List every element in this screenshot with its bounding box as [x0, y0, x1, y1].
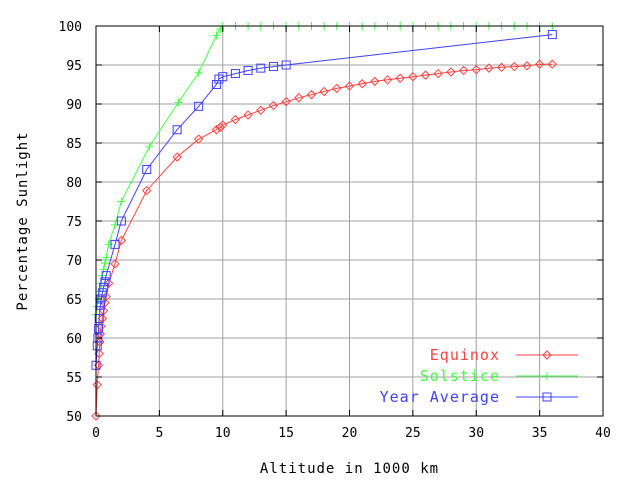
y-tick-label: 70	[66, 254, 82, 269]
data-point	[268, 100, 279, 111]
y-tick-label: 90	[66, 98, 82, 113]
data-point	[194, 101, 204, 111]
data-point	[211, 125, 222, 135]
data-point	[370, 76, 380, 87]
data-point	[116, 235, 127, 246]
x-tick-label: 10	[215, 426, 231, 441]
data-point	[94, 324, 104, 334]
data-point	[215, 122, 225, 133]
y-tick-label: 100	[59, 20, 82, 35]
data-point	[141, 185, 152, 196]
y-tick-label: 65	[66, 293, 82, 308]
data-point	[91, 411, 101, 421]
x-tick-label: 0	[92, 426, 100, 441]
y-tick-label: 75	[66, 215, 82, 230]
data-point	[230, 114, 241, 125]
legend: Equinox Solstice Year Average	[380, 346, 578, 406]
data-point	[243, 110, 253, 120]
x-tick-label: 5	[155, 426, 163, 441]
x-axis-label: Altitude in 1000 km	[260, 461, 439, 477]
y-tick-label: 55	[66, 371, 82, 386]
legend-marker	[543, 372, 551, 380]
data-point	[433, 68, 443, 79]
legend-marker	[542, 392, 552, 402]
legend-label: Year Average	[380, 388, 500, 406]
data-point	[212, 31, 221, 40]
data-point	[174, 98, 183, 107]
data-point	[420, 70, 431, 80]
data-point	[471, 64, 481, 75]
y-axis-label: Percentage Sunlight	[15, 131, 31, 310]
data-point	[110, 259, 120, 269]
data-point	[281, 96, 291, 107]
x-tick-label: 30	[468, 426, 484, 441]
data-point	[344, 81, 355, 91]
data-point	[319, 86, 329, 97]
x-tick-label: 40	[595, 426, 611, 441]
data-point	[281, 60, 291, 70]
data-point	[211, 80, 221, 89]
data-point	[193, 134, 204, 144]
y-tick-label: 50	[66, 410, 82, 425]
data-point	[218, 120, 228, 130]
data-point	[294, 93, 304, 103]
legend-label: Equinox	[430, 346, 500, 364]
ticks: 0 5 10 15 20 25 30 35 40 50 55 60 65 70 75 80 85 90 95 100	[59, 20, 611, 441]
data-point	[142, 165, 152, 175]
x-tick-label: 15	[278, 426, 294, 441]
data-point	[395, 73, 405, 83]
data-point	[99, 282, 109, 292]
data-point	[382, 75, 393, 85]
data-point	[408, 71, 418, 82]
data-point	[268, 62, 278, 72]
y-tick-label: 95	[66, 59, 82, 74]
data-point	[172, 152, 182, 162]
x-tick-label: 20	[342, 426, 358, 441]
data-point	[522, 61, 532, 71]
y-tick-label: 85	[66, 137, 82, 152]
data-point	[102, 253, 111, 262]
data-point	[446, 67, 456, 77]
data-point	[256, 105, 266, 115]
data-point	[243, 65, 253, 75]
data-point	[458, 65, 469, 76]
data-point	[172, 125, 182, 135]
legend-marker	[542, 350, 552, 360]
data-point	[95, 337, 105, 347]
data-point	[357, 79, 367, 89]
data-point	[100, 259, 109, 268]
data-point	[92, 380, 102, 390]
data-point	[306, 89, 317, 100]
data-point	[509, 61, 519, 72]
data-point	[332, 83, 342, 94]
data-point	[230, 69, 240, 79]
x-tick-label: 35	[532, 426, 548, 441]
data-point	[496, 62, 507, 73]
x-tick-label: 25	[405, 426, 421, 441]
data-point	[547, 30, 557, 40]
legend-label: Solstice	[420, 367, 500, 385]
data-point	[101, 271, 111, 281]
y-tick-label: 60	[66, 332, 82, 347]
data-point	[534, 59, 545, 69]
data-point	[145, 142, 154, 151]
data-point	[110, 239, 120, 249]
y-tick-label: 80	[66, 176, 82, 191]
series-line	[95, 34, 553, 366]
data-point	[117, 197, 126, 206]
data-point	[116, 216, 126, 226]
data-point	[218, 72, 228, 82]
data-point	[547, 59, 558, 69]
data-point	[97, 288, 107, 298]
data-point	[100, 277, 110, 287]
data-point	[484, 63, 494, 73]
data-point	[103, 278, 114, 289]
data-point	[194, 68, 203, 77]
data-point	[256, 63, 266, 73]
